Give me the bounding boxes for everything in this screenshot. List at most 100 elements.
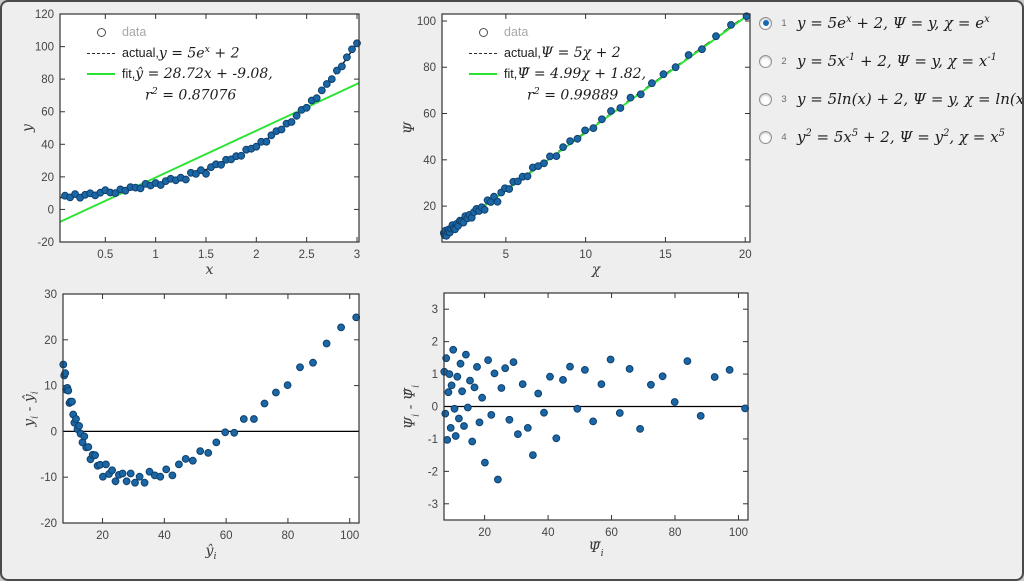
svg-text:3: 3 xyxy=(354,249,360,261)
radio-button-icon[interactable] xyxy=(759,130,772,144)
legend-actual-prefix: actual, xyxy=(122,46,159,60)
legend-y-vs-x: data actual, y = 5ex + 2 fit, ŷ = 28.72x… xyxy=(87,22,273,105)
model-equation: y = 5x-1 + 2, Ψ = y, χ = x-1 xyxy=(797,52,997,70)
svg-text:60: 60 xyxy=(220,530,233,542)
tick-labels: 5 10 15 20 20 40 60 80 100 xyxy=(417,16,752,261)
legend-entry-fit: fit, ŷ = 28.72x + -9.08, xyxy=(87,64,273,84)
svg-text:40: 40 xyxy=(41,139,54,151)
legend-entry-r2: r2 = 0.87076 xyxy=(87,85,273,105)
plot-border xyxy=(443,292,749,521)
y-axis-label: Ψi - Ψ̂i xyxy=(402,384,422,429)
legend-entry-actual: actual, y = 5ex + 2 xyxy=(87,43,273,63)
svg-text:-2: -2 xyxy=(428,466,438,478)
radio-model-2[interactable]: 2 y = 5x-1 + 2, Ψ = y, χ = x-1 xyxy=(759,52,997,70)
radio-button-icon[interactable] xyxy=(759,92,772,106)
legend-entry-fit: fit, Ψ̂ = 4.99χ + 1.82, xyxy=(469,64,646,84)
svg-text:100: 100 xyxy=(35,42,54,54)
svg-text:-1: -1 xyxy=(428,434,438,446)
svg-text:80: 80 xyxy=(669,527,682,539)
tick-marks xyxy=(60,13,359,243)
chart-canvas-y-vs-x: 0.5 1 1.5 2 2.5 3 -20 0 20 40 60 80 100 120 xyxy=(35,9,361,261)
tick-labels: 0.5 1 1.5 2 2.5 3 -20 0 20 40 60 80 100 120 xyxy=(35,9,360,261)
svg-text:30: 30 xyxy=(44,289,57,301)
legend-psi-vs-chi: data actual, Ψ = 5χ + 2 fit, Ψ̂ = 4.99χ … xyxy=(469,22,646,105)
svg-text:1.5: 1.5 xyxy=(198,249,214,261)
legend-data-label: data xyxy=(504,25,529,39)
legend-entry-r2: r2 = 0.99889 xyxy=(469,85,646,105)
tick-marks xyxy=(442,14,750,242)
svg-text:-3: -3 xyxy=(428,499,438,511)
scatter-points xyxy=(439,12,751,240)
legend-actual-prefix: actual, xyxy=(504,46,541,60)
x-axis-label: ŷi xyxy=(205,543,217,562)
legend-r2-value: r2 = 0.99889 xyxy=(527,86,619,104)
svg-text:10: 10 xyxy=(579,249,592,261)
plot-border xyxy=(59,13,360,243)
svg-text:0: 0 xyxy=(48,204,54,216)
x-axis-label: Ψ̂i xyxy=(588,540,604,559)
chart-canvas-residual-y: 20 40 60 80 100 -20 -10 0 10 20 30 xyxy=(40,289,361,542)
legend-fit-prefix: fit, xyxy=(122,67,136,81)
svg-text:0: 0 xyxy=(432,402,438,414)
x-axis-label: χ xyxy=(591,262,601,278)
svg-text:15: 15 xyxy=(659,249,672,261)
fit-line-icon xyxy=(87,73,115,75)
plot-border xyxy=(441,13,751,243)
svg-text:20: 20 xyxy=(478,527,491,539)
svg-text:2: 2 xyxy=(253,249,259,261)
legend-fit-prefix: fit, xyxy=(504,67,518,81)
svg-text:60: 60 xyxy=(41,107,54,119)
model-equation: y = 5ln(x) + 2, Ψ = y, χ = ln(x) xyxy=(797,90,1024,108)
svg-text:40: 40 xyxy=(423,155,436,167)
svg-text:80: 80 xyxy=(41,74,54,86)
svg-text:20: 20 xyxy=(44,335,57,347)
svg-text:20: 20 xyxy=(739,249,752,261)
chart-canvas-psi-vs-chi: 5 10 15 20 20 40 60 80 100 xyxy=(417,12,752,261)
plot-residuals-psi: 20 40 60 80 100 -3 -2 -1 0 1 2 3 Ψ̂i Ψi - Ψ̂i xyxy=(396,285,760,560)
tick-labels: 20 40 60 80 100 -20 -10 0 10 20 30 xyxy=(40,289,359,542)
scatter-points xyxy=(61,39,361,202)
dashed-line-icon xyxy=(469,52,497,54)
radio-model-1[interactable]: 1 y = 5ex + 2, Ψ = y, χ = ex xyxy=(759,14,990,32)
svg-text:80: 80 xyxy=(423,62,436,74)
svg-text:20: 20 xyxy=(41,172,54,184)
data-marker-icon xyxy=(469,27,497,37)
svg-text:20: 20 xyxy=(423,201,436,213)
legend-r2-value: r2 = 0.87076 xyxy=(145,86,237,104)
svg-text:60: 60 xyxy=(605,527,618,539)
svg-text:100: 100 xyxy=(417,16,436,28)
model-equation: y = 5ex + 2, Ψ = y, χ = ex xyxy=(797,14,990,32)
svg-text:5: 5 xyxy=(503,249,509,261)
svg-text:60: 60 xyxy=(423,109,436,121)
svg-text:80: 80 xyxy=(282,530,295,542)
plot-residuals-y: 20 40 60 80 100 -20 -10 0 10 20 30 ŷi yi - ŷi xyxy=(15,286,371,563)
legend-entry-data: data xyxy=(469,22,646,42)
legend-data-label: data xyxy=(122,25,147,39)
radio-number: 2 xyxy=(781,55,787,67)
legend-entry-actual: actual, Ψ = 5χ + 2 xyxy=(469,43,646,63)
svg-text:0.5: 0.5 xyxy=(97,249,113,261)
radio-number: 4 xyxy=(781,131,787,143)
radio-model-4[interactable]: 4 y2 = 5x5 + 2, Ψ = y2, χ = x5 xyxy=(759,128,1005,146)
svg-text:100: 100 xyxy=(340,530,359,542)
radio-button-icon[interactable] xyxy=(759,16,772,30)
svg-text:20: 20 xyxy=(96,530,109,542)
svg-text:1: 1 xyxy=(432,369,438,381)
svg-text:100: 100 xyxy=(729,527,748,539)
legend-fit-equation: Ψ̂ = 4.99χ + 1.82, xyxy=(517,66,647,82)
data-marker-icon xyxy=(87,27,115,37)
svg-text:1: 1 xyxy=(152,249,158,261)
model-equation: y2 = 5x5 + 2, Ψ = y2, χ = x5 xyxy=(797,128,1005,146)
radio-number: 1 xyxy=(781,17,787,29)
y-axis-label: yi - ŷi xyxy=(21,390,41,427)
y-axis-label: y xyxy=(20,124,36,132)
radio-button-icon[interactable] xyxy=(759,54,772,68)
radio-model-3[interactable]: 3 y = 5ln(x) + 2, Ψ = y, χ = ln(x) xyxy=(759,90,1024,108)
svg-text:-20: -20 xyxy=(40,518,57,530)
svg-text:-10: -10 xyxy=(40,472,57,484)
chart-canvas-residual-psi: 20 40 60 80 100 -3 -2 -1 0 1 2 3 xyxy=(428,292,750,539)
y-axis-label: Ψ xyxy=(402,121,418,135)
svg-text:3: 3 xyxy=(432,304,438,316)
svg-text:40: 40 xyxy=(542,527,555,539)
svg-text:0: 0 xyxy=(51,426,57,438)
